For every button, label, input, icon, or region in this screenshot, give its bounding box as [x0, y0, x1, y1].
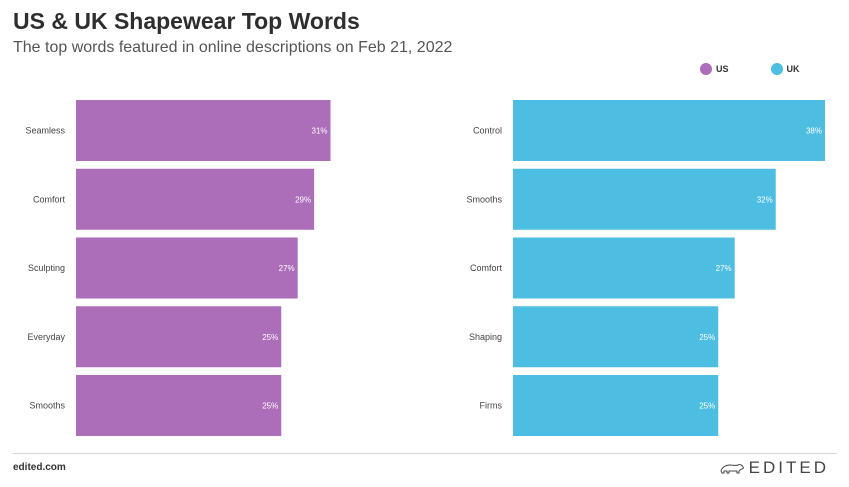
- bar-us-seamless: [76, 100, 331, 161]
- legend-label-us: US: [716, 64, 729, 74]
- value-label: 32%: [757, 195, 773, 204]
- category-label: Sculpting: [28, 263, 65, 273]
- category-label: Smooths: [29, 401, 65, 411]
- polar-bear-icon: [720, 464, 744, 474]
- category-label: Firms: [480, 401, 503, 411]
- footer-divider: [13, 453, 837, 454]
- legend-swatch-us: [700, 63, 712, 75]
- value-label: 29%: [295, 195, 311, 204]
- bar-uk-shaping: [513, 306, 719, 368]
- category-label: Seamless: [25, 126, 65, 136]
- legend-label-uk: UK: [786, 64, 800, 74]
- category-label: Comfort: [33, 194, 66, 204]
- category-label: Everyday: [27, 332, 65, 342]
- bar-uk-smooths: [513, 168, 776, 230]
- legend-item-us: US: [700, 63, 729, 75]
- value-label: 25%: [699, 402, 715, 411]
- value-label: 31%: [312, 127, 328, 136]
- chart-title: US & UK Shapewear Top Words: [13, 8, 360, 34]
- legend-swatch-uk: [770, 63, 783, 75]
- value-label: 25%: [262, 402, 278, 411]
- bar-uk-control: [513, 100, 825, 161]
- value-label: 25%: [699, 333, 715, 342]
- value-label: 27%: [716, 264, 732, 273]
- bar-us-comfort: [76, 168, 315, 230]
- chart-subtitle: The top words featured in online descrip…: [13, 39, 453, 56]
- value-label: 25%: [262, 333, 278, 342]
- category-label: Control: [473, 126, 502, 136]
- brand-name: EDITED: [748, 458, 829, 477]
- brand-logo: EDITED: [719, 458, 829, 478]
- value-label: 27%: [279, 264, 295, 273]
- value-label: 38%: [806, 127, 822, 136]
- bar-uk-comfort: [513, 237, 735, 299]
- bar-us-smooths: [76, 375, 282, 436]
- legend-item-uk: UK: [770, 63, 800, 75]
- category-label: Comfort: [470, 263, 503, 273]
- legend: US UK: [700, 63, 800, 75]
- category-label: Smooths: [466, 194, 502, 204]
- bar-us-sculpting: [76, 237, 298, 299]
- bar-us-everyday: [76, 306, 282, 368]
- category-label: Shaping: [469, 332, 502, 342]
- bar-uk-firms: [513, 375, 719, 436]
- footer-source: edited.com: [13, 462, 66, 473]
